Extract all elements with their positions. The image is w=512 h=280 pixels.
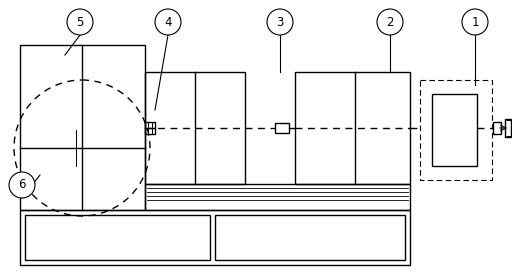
Circle shape [155, 9, 181, 35]
Bar [25, 215, 210, 260]
Bar [20, 210, 410, 265]
Bar [20, 45, 145, 210]
Circle shape [9, 172, 35, 198]
Bar [215, 215, 405, 260]
Bar [295, 72, 410, 184]
Circle shape [267, 9, 293, 35]
Bar [432, 94, 477, 166]
Circle shape [377, 9, 403, 35]
Bar [505, 119, 511, 137]
Text: 3: 3 [276, 15, 284, 29]
Bar [145, 72, 245, 184]
Bar [493, 122, 501, 134]
Text: 4: 4 [164, 15, 172, 29]
Text: 2: 2 [386, 15, 394, 29]
Text: 6: 6 [18, 179, 26, 192]
Bar [420, 80, 492, 180]
Bar [145, 184, 410, 210]
Bar [145, 122, 155, 134]
Text: 5: 5 [76, 15, 83, 29]
Text: 1: 1 [471, 15, 479, 29]
Bar [275, 123, 289, 133]
Circle shape [67, 9, 93, 35]
Circle shape [462, 9, 488, 35]
